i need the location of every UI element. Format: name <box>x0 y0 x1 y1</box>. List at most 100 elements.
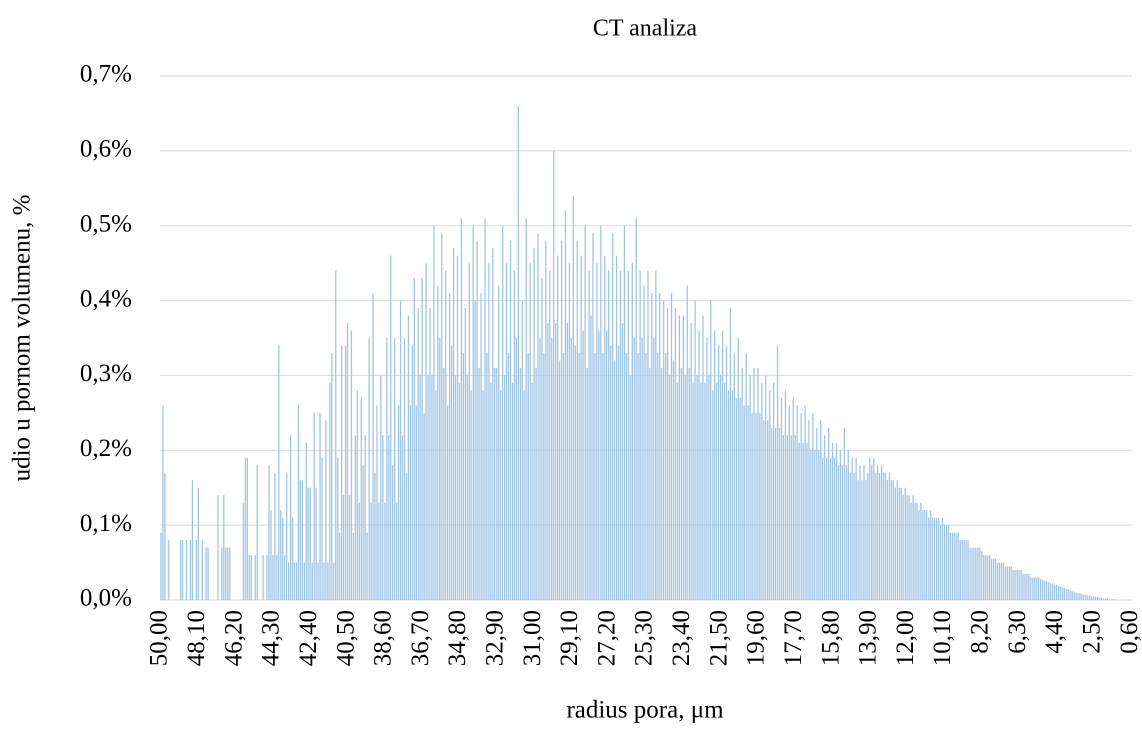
bar <box>162 405 164 600</box>
bar <box>1022 573 1024 600</box>
bar <box>503 375 506 600</box>
bar <box>731 390 734 600</box>
bar <box>380 375 382 600</box>
bar <box>411 345 413 600</box>
bar <box>989 555 991 600</box>
bar <box>376 405 378 600</box>
bar <box>521 300 523 600</box>
bar <box>287 562 290 600</box>
bar <box>1002 562 1005 600</box>
bar <box>739 397 741 600</box>
bar <box>826 457 828 600</box>
bar <box>368 338 370 600</box>
bar <box>641 338 643 600</box>
bar <box>886 480 889 600</box>
bar <box>568 263 571 600</box>
bar <box>790 435 792 600</box>
x-tick-label: 32,90 <box>481 610 508 666</box>
bar <box>906 495 908 600</box>
bar <box>670 293 673 600</box>
bar <box>413 278 415 600</box>
bar <box>932 517 934 600</box>
bar <box>610 345 612 600</box>
bar <box>602 352 604 600</box>
bar <box>466 375 468 600</box>
bar <box>1114 599 1116 600</box>
bar <box>507 352 510 600</box>
bar <box>515 338 518 600</box>
y-tick-label: 0,1% <box>80 510 132 537</box>
bar <box>539 338 541 600</box>
bar <box>949 532 951 600</box>
bar <box>374 472 376 600</box>
bar <box>399 300 402 600</box>
bar <box>816 427 818 600</box>
bar <box>710 300 712 600</box>
bar <box>533 248 535 600</box>
x-tick-label: 19,60 <box>743 610 770 666</box>
bar <box>284 555 286 600</box>
bar <box>553 150 555 600</box>
bar <box>1051 583 1054 600</box>
bar <box>207 547 209 600</box>
bar <box>863 465 865 600</box>
x-tick-label: 12,00 <box>892 610 919 666</box>
bar <box>447 405 449 600</box>
bar <box>604 255 606 600</box>
bar <box>274 472 276 600</box>
bar <box>800 412 802 600</box>
bar <box>1065 588 1067 600</box>
bar <box>352 532 355 600</box>
bar <box>784 390 787 600</box>
bar <box>496 367 498 600</box>
bar <box>806 442 808 600</box>
bar <box>666 308 669 600</box>
bar <box>611 233 614 600</box>
bar <box>555 323 557 600</box>
x-tick-label: 10,10 <box>929 610 956 666</box>
bar <box>590 315 592 600</box>
bar <box>578 352 580 600</box>
bar <box>625 352 627 600</box>
bar <box>384 502 386 600</box>
bar <box>370 502 372 600</box>
bar <box>378 502 380 600</box>
bar <box>223 495 225 600</box>
bar <box>415 405 417 600</box>
bar <box>971 547 973 600</box>
bar <box>319 412 321 600</box>
bar <box>1063 588 1065 600</box>
bar <box>743 405 745 600</box>
bar <box>884 472 887 600</box>
bar <box>719 375 722 600</box>
bar <box>527 352 529 600</box>
bar <box>672 360 675 600</box>
bar <box>535 367 537 600</box>
bar <box>425 263 427 600</box>
bar <box>1079 593 1081 600</box>
bar <box>366 532 368 600</box>
bar <box>1000 562 1003 600</box>
bar <box>653 338 655 600</box>
bar <box>1036 577 1038 600</box>
bar <box>680 367 682 600</box>
bar <box>888 472 891 600</box>
bar <box>246 457 249 600</box>
bar <box>431 375 433 600</box>
bar <box>990 558 993 600</box>
bar <box>1045 581 1048 600</box>
bar <box>802 442 804 600</box>
x-tick-label: 15,80 <box>817 610 844 666</box>
bar <box>401 435 404 600</box>
x-tick-label: 50,00 <box>146 610 173 666</box>
bar <box>484 218 486 600</box>
bar <box>814 450 816 600</box>
bar <box>733 352 735 600</box>
bar <box>1073 591 1075 600</box>
bar <box>217 495 219 600</box>
bar <box>1089 595 1091 600</box>
bar <box>741 367 743 600</box>
bar <box>674 308 677 600</box>
bar <box>254 555 256 600</box>
bar <box>179 540 182 600</box>
